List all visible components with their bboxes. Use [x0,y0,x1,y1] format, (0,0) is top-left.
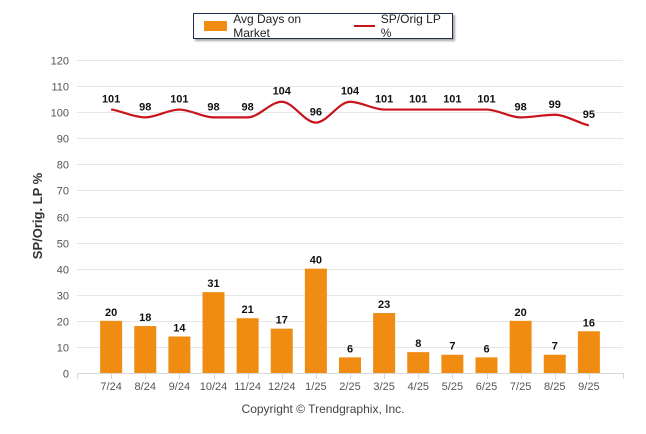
bar [475,357,498,373]
bar-data-label: 40 [310,255,322,267]
line-series [111,100,590,127]
x-tick-label: 12/24 [268,381,296,393]
x-tick-label: 2/25 [339,381,360,393]
y-tick-label: 80 [57,160,69,172]
legend-item-sp-orig-lp[interactable]: SP/Orig LP % [338,12,452,40]
y-tick-label: 50 [57,239,69,251]
line-data-label: 104 [341,86,360,98]
legend-line-swatch [353,25,375,27]
y-tick-label: 60 [57,213,69,225]
line-data-label: 96 [310,107,322,119]
bar [339,357,361,373]
line-data-label: 101 [409,94,427,106]
y-tick-label: 90 [57,134,69,146]
y-axis-title: SP/Orig. LP % [30,172,45,259]
x-tick-label: 10/24 [200,381,228,393]
bar [373,313,396,373]
line-data-label: 104 [273,86,292,98]
line-data-label: 95 [583,109,595,121]
x-tick-label: 1/25 [305,381,326,393]
y-tick-label: 70 [57,186,69,198]
y-tick-label: 120 [51,56,69,68]
bar-data-label: 7 [449,341,455,353]
line-data-label: 98 [207,101,219,113]
x-tick-label: 8/25 [544,381,565,393]
bar [509,320,532,373]
bar [134,326,157,373]
legend-label-sp-orig-lp: SP/Orig LP % [380,12,441,40]
bar-data-label: 8 [415,338,421,350]
data-labels: 20 18 14 31 21 17 40 6 23 8 7 6 20 7 16 101 98 101 98 98 104… [102,86,595,356]
y-tick-label: 10 [57,343,69,355]
gridlines [77,60,623,374]
x-tick-label: 8/24 [135,381,156,393]
y-tick-label: 30 [57,291,69,303]
x-axis-ticks: 7/24 8/24 9/24 10/24 11/24 12/24 1/25 2/25 3/25 4… [77,373,624,393]
x-tick-label: 7/24 [100,381,121,393]
line-data-label: 98 [139,101,151,113]
y-tick-label: 40 [57,265,69,277]
legend-item-days-on-market[interactable]: Avg Days on Market [194,12,338,40]
y-tick-label: 20 [57,317,69,329]
x-tick-label: 9/25 [578,381,599,393]
x-tick-label: 4/25 [408,381,429,393]
bar-data-label: 20 [105,307,117,319]
y-tick-label: 100 [51,108,69,120]
line-data-label: 98 [515,101,527,113]
bar [577,331,600,373]
y-axis-ticks: 0 10 20 30 40 50 60 70 80 90 100 110 120 [51,56,69,381]
x-tick-label: 11/24 [234,381,261,393]
bar-data-label: 6 [483,343,489,355]
legend: Avg Days on Market SP/Orig LP % [193,12,453,40]
bar-data-label: 23 [378,299,390,311]
x-tick-label: 9/24 [169,381,190,393]
bar-data-label: 7 [552,341,558,353]
copyright-text: Copyright © Trendgraphix, Inc. [241,402,405,416]
bar-data-label: 18 [139,312,151,324]
y-tick-label: 0 [63,369,69,381]
bar-data-label: 17 [276,315,288,327]
x-tick-label: 3/25 [373,381,394,393]
legend-bar-swatch [204,21,228,31]
line-data-label: 99 [549,99,561,111]
bar [304,268,327,373]
bar [100,320,123,373]
bar [407,352,430,373]
bar [202,292,225,373]
bar-data-label: 6 [347,343,353,355]
bar [270,328,293,373]
bar-data-label: 31 [207,278,219,290]
line-data-label: 101 [375,94,393,106]
x-tick-label: 7/25 [510,381,531,393]
line-data-label: 98 [242,101,254,113]
bar-data-label: 20 [515,307,527,319]
y-tick-label: 110 [51,82,69,94]
x-tick-label: 6/25 [476,381,497,393]
legend-label-days-on-market: Avg Days on Market [233,12,302,40]
bar-data-label: 14 [173,322,186,334]
sp-orig-lp-line [111,100,590,127]
bar-data-label: 16 [583,317,595,329]
bar-data-label: 21 [242,304,254,316]
bar [168,336,191,373]
bar [543,354,566,373]
bar-series [100,268,600,373]
line-data-label: 101 [102,94,120,106]
bar [441,354,464,373]
line-data-label: 101 [170,94,188,106]
bar [236,318,259,373]
x-tick-label: 5/25 [442,381,463,393]
line-data-label: 101 [443,94,461,106]
line-data-label: 101 [477,94,495,106]
